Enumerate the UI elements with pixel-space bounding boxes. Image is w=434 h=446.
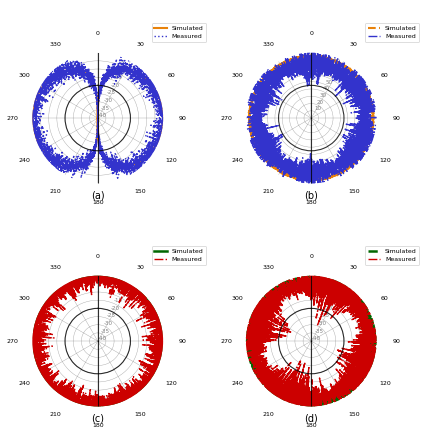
Legend: Simulated, Measured: Simulated, Measured [365,246,419,265]
Legend: Simulated, Measured: Simulated, Measured [151,23,206,42]
Legend: Simulated, Measured: Simulated, Measured [365,23,419,42]
Title: (d): (d) [304,414,318,424]
Title: (a): (a) [91,191,105,201]
Legend: Simulated, Measured: Simulated, Measured [151,246,206,265]
Title: (c): (c) [91,414,104,424]
Title: (b): (b) [304,191,318,201]
